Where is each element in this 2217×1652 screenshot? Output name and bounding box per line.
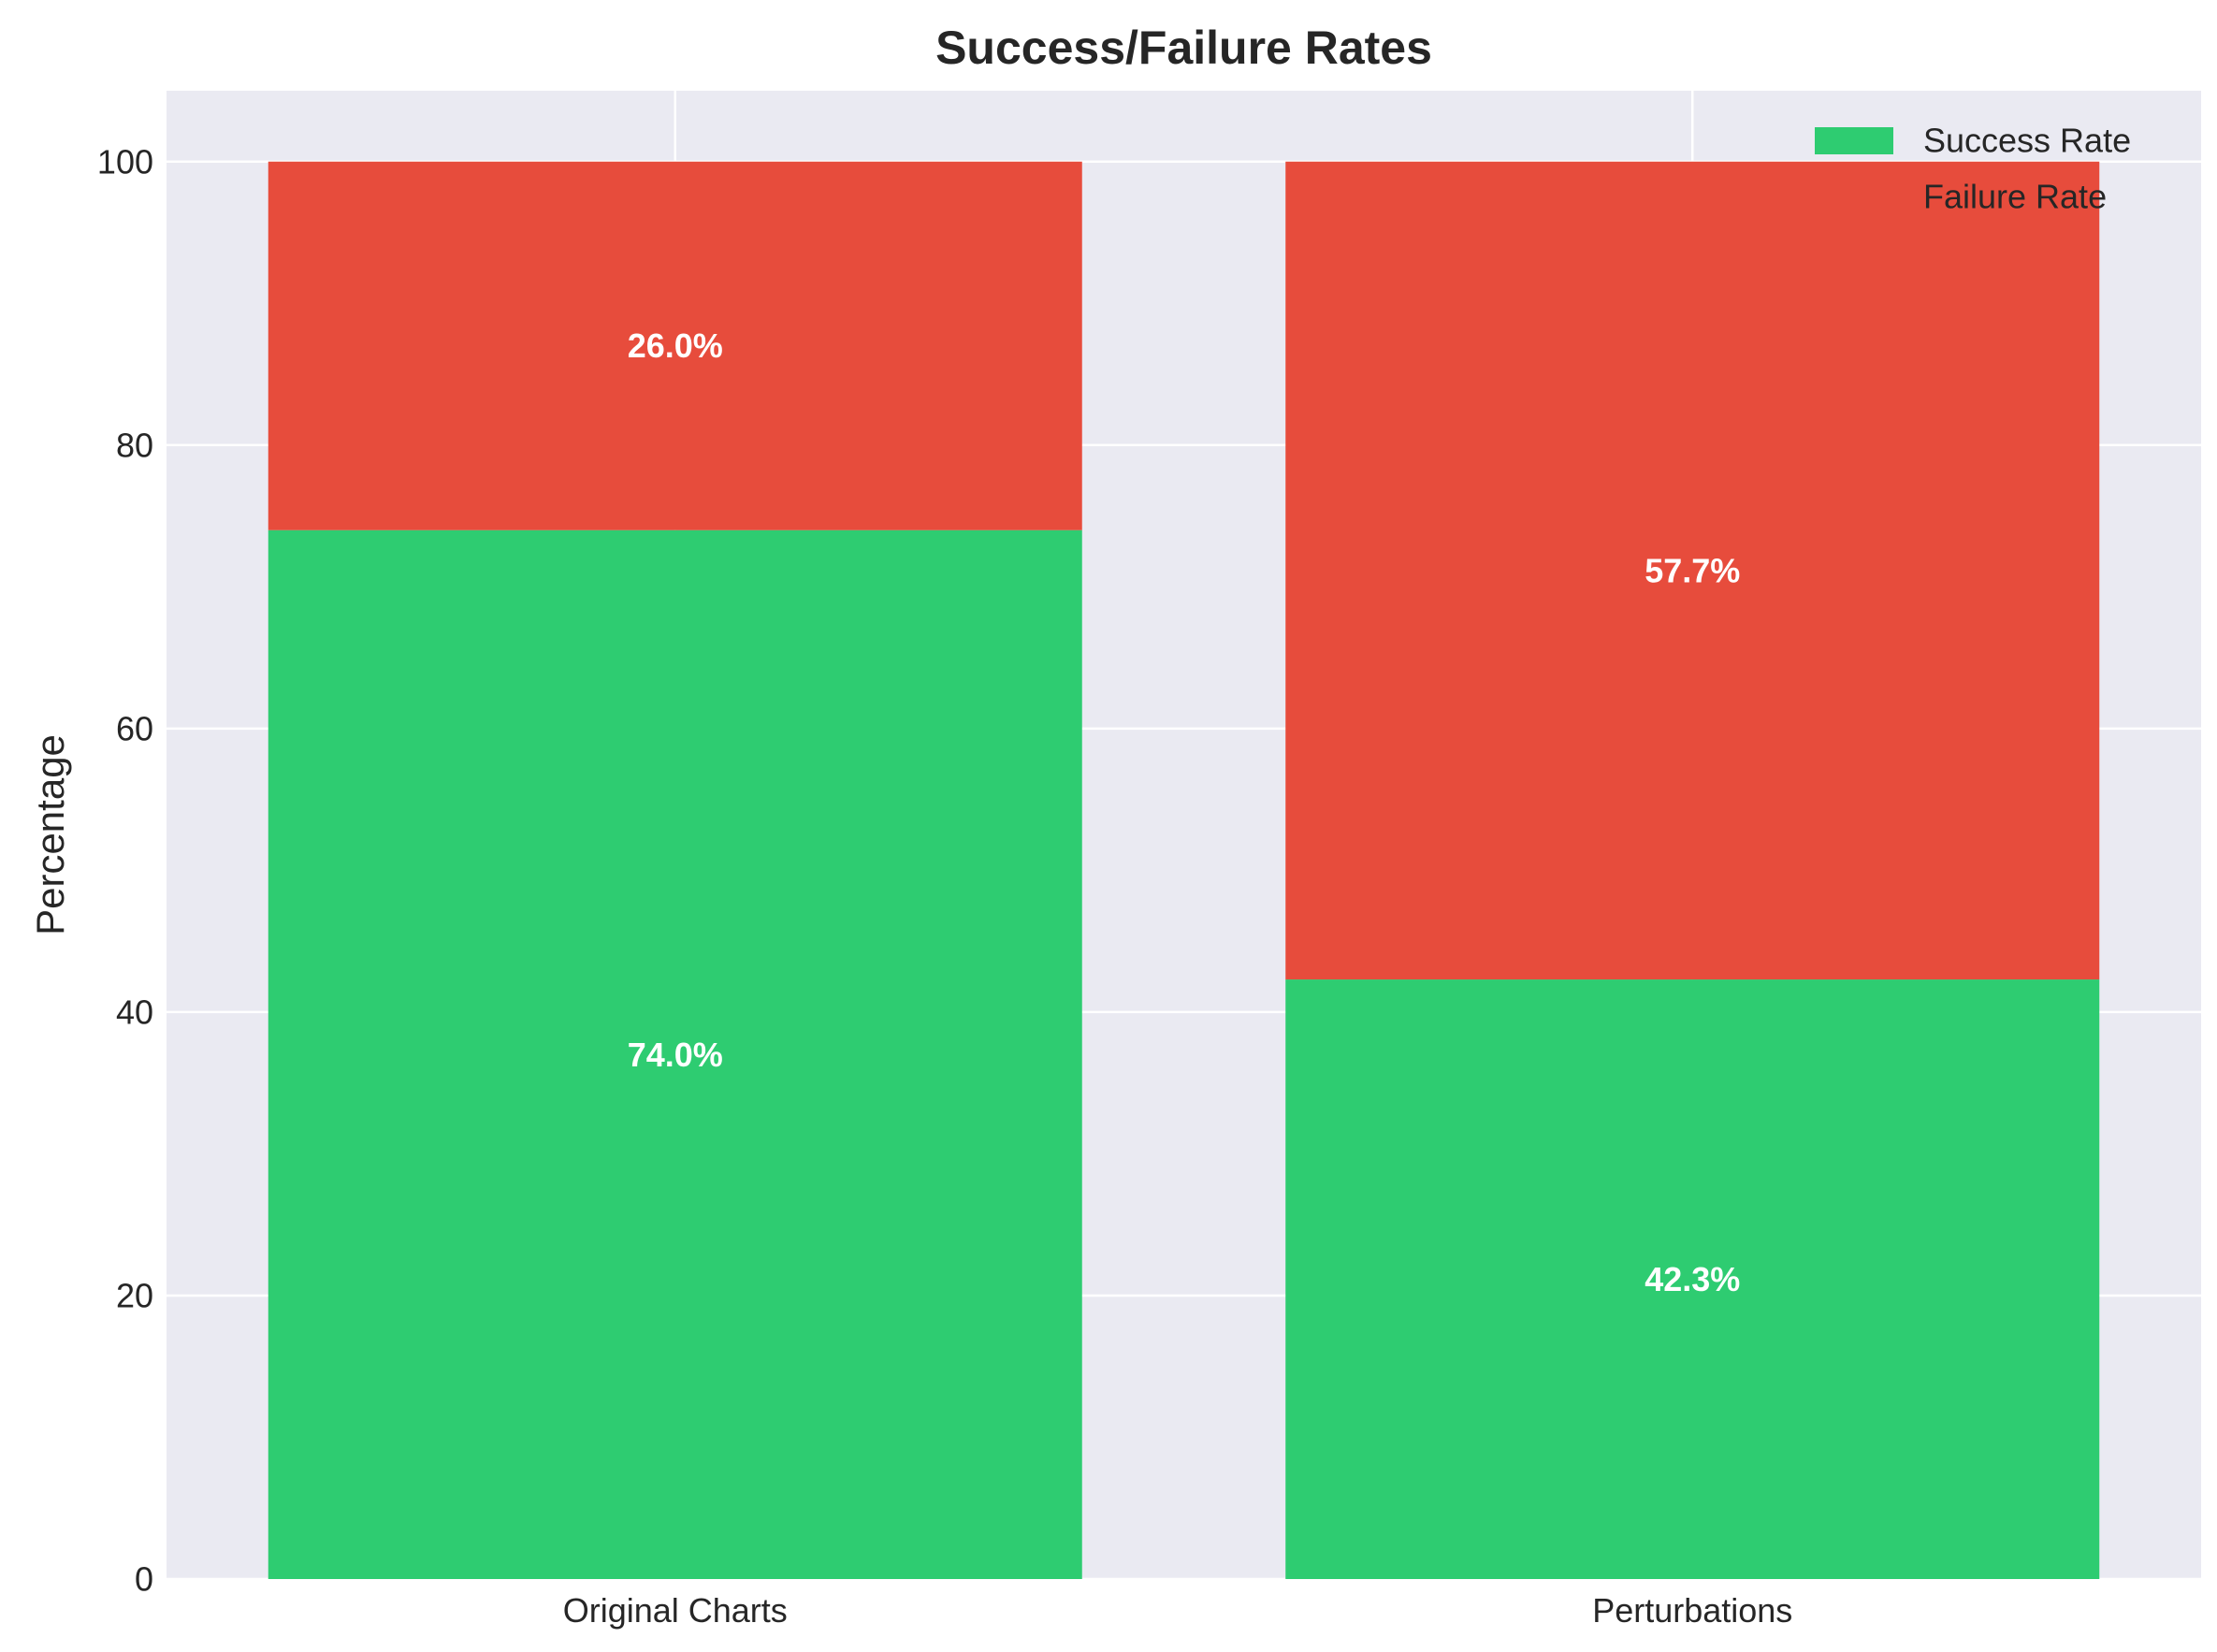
- bar-success-rate: [1285, 979, 2100, 1579]
- y-tick-label: 80: [116, 426, 153, 464]
- bar-value-label: 26.0%: [628, 326, 723, 365]
- bars: [268, 161, 2100, 1579]
- x-tick-label: Perturbations: [1592, 1591, 1792, 1630]
- legend: Success Rate Failure Rate: [1815, 122, 2131, 216]
- bar-labels: 74.0% 26.0% 42.3% 57.7%: [628, 326, 1741, 1298]
- legend-label: Failure Rate: [1923, 178, 2107, 216]
- bar-value-label: 42.3%: [1645, 1260, 1740, 1298]
- y-axis-label: Percentage: [28, 734, 72, 935]
- x-tick-labels: Original Charts Perturbations: [563, 1591, 1793, 1630]
- bar-value-label: 74.0%: [628, 1036, 723, 1074]
- x-tick-label: Original Charts: [563, 1591, 788, 1630]
- bar-success-rate: [268, 529, 1082, 1579]
- y-tick-label: 40: [116, 993, 153, 1031]
- legend-swatch: [1815, 127, 1893, 154]
- bar-value-label: 57.7%: [1645, 551, 1740, 589]
- y-tick-label: 100: [97, 142, 153, 181]
- legend-label: Success Rate: [1923, 122, 2131, 160]
- y-tick-label: 20: [116, 1276, 153, 1314]
- bar-failure-rate: [1285, 161, 2100, 980]
- chart-title: Success/Failure Rates: [935, 22, 1432, 74]
- y-tick-label: 60: [116, 709, 153, 747]
- bar-failure-rate: [268, 161, 1082, 530]
- y-tick-labels: 0 20 40 60 80 100: [97, 142, 153, 1598]
- y-tick-label: 0: [135, 1560, 153, 1599]
